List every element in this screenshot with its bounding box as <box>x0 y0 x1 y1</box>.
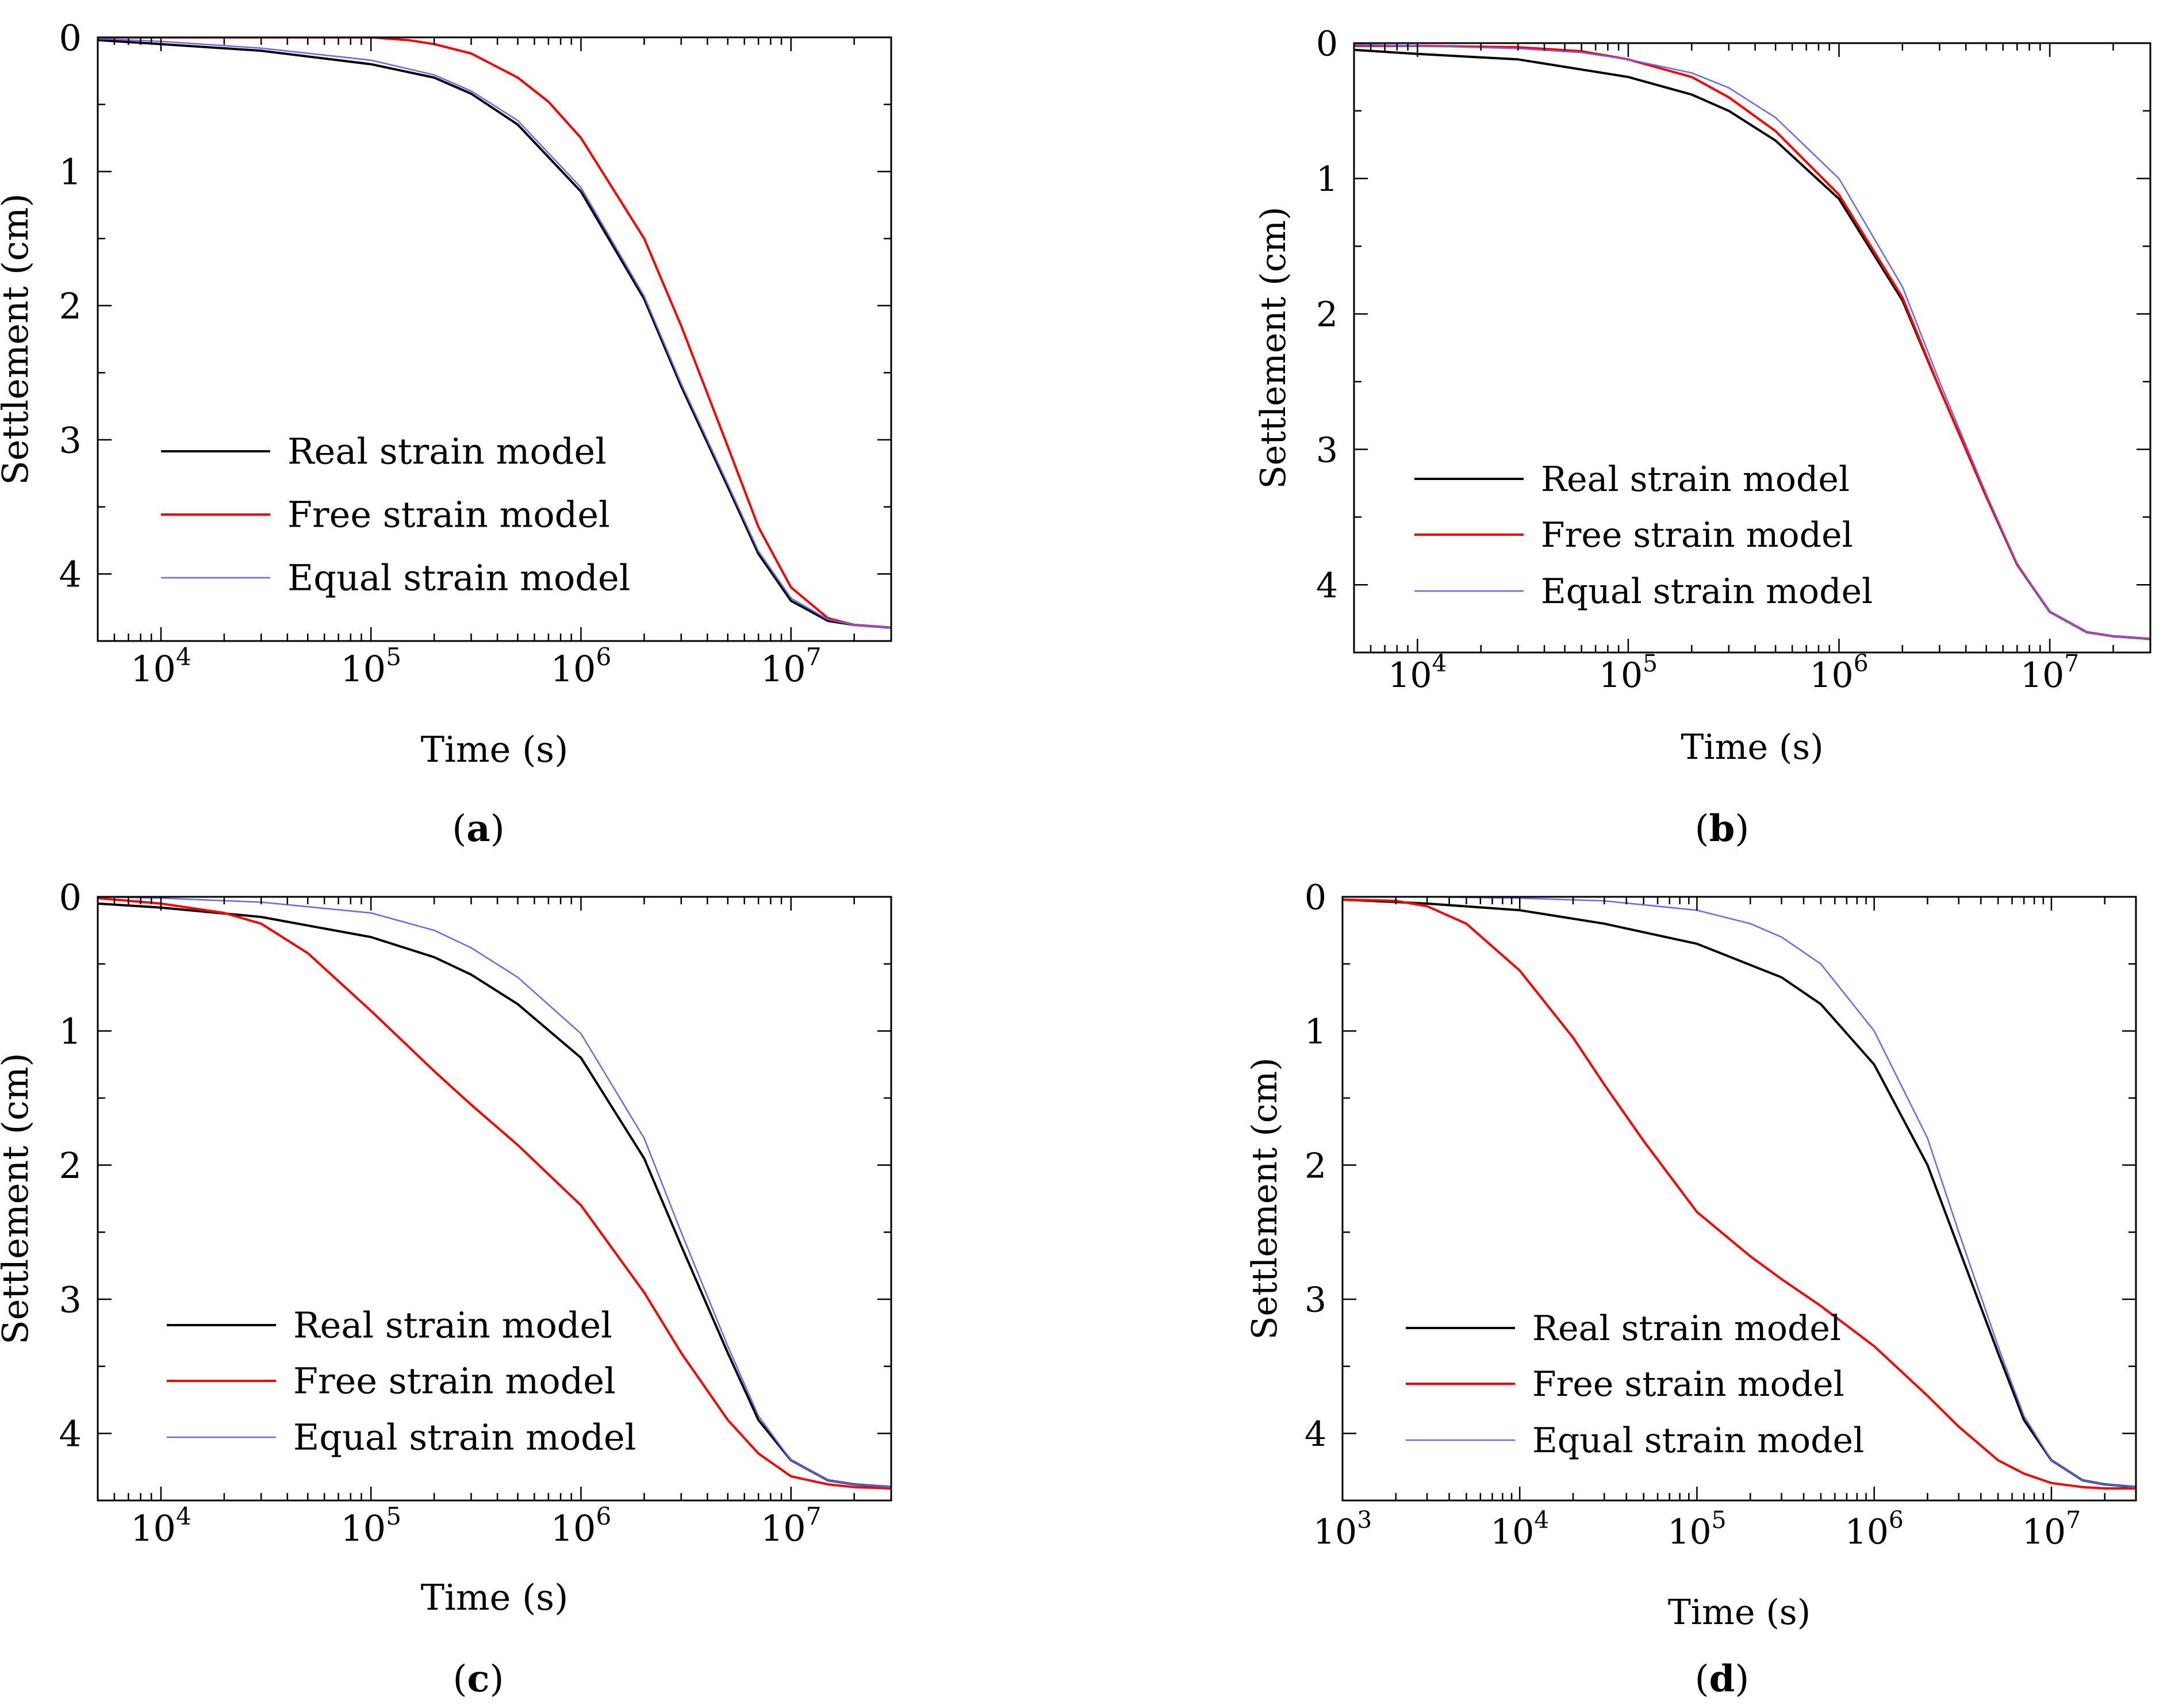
legend-label: Free strain model <box>1532 1364 1844 1404</box>
x-axis-label: Time (s) <box>421 1576 569 1618</box>
x-tick-label: 104 <box>131 1502 191 1549</box>
x-tick-label: 105 <box>340 643 401 690</box>
panel-b: (b) 104 105 106 107 0 1 2 3 4 Time (s) Settlement … <box>1253 24 2151 850</box>
x-tick-label: 103 <box>1313 1506 1372 1552</box>
y-tick-label: 4 <box>59 1413 82 1455</box>
y-tick-label: 3 <box>1316 430 1338 470</box>
plot-frame <box>1341 896 2137 1502</box>
legend-label: Equal strain model <box>1532 1421 1864 1461</box>
legend-label: Real strain model <box>1541 459 1850 500</box>
legend-label: Free strain model <box>287 494 610 536</box>
panel-d: (d) 103 104 105 106 107 0 1 2 3 4 Time (s) Settleme… <box>1245 878 2137 1701</box>
x-tick-label: 107 <box>2022 1506 2081 1552</box>
y-tick-label: 4 <box>1316 566 1338 606</box>
x-tick-label: 105 <box>1667 1506 1726 1552</box>
y-axis-label: Settlement (cm) <box>1253 206 1294 489</box>
y-tick-label: 1 <box>1316 159 1338 199</box>
x-axis-label: Time (s) <box>1668 1592 1811 1633</box>
series-line-equal-strain-model <box>98 38 891 628</box>
x-tick-label: 104 <box>131 643 191 690</box>
series-line-free-strain-model <box>98 897 891 1490</box>
panel-label-c: (c) <box>453 1657 504 1701</box>
panel-c: (c) 104 105 106 107 0 1 2 3 4 Time (s) Settlement … <box>0 876 892 1701</box>
legend-label: Equal strain model <box>293 1417 636 1458</box>
plot-frame <box>97 896 892 1502</box>
x-axis-label: Time (s) <box>421 728 569 770</box>
legend-label: Free strain model <box>1541 515 1853 555</box>
y-tick-label: 3 <box>59 1279 82 1321</box>
x-tick-label: 106 <box>1809 650 1868 696</box>
y-tick-label: 1 <box>59 151 82 193</box>
x-tick-label: 105 <box>1599 650 1658 696</box>
legend-label: Real strain model <box>287 431 607 473</box>
x-tick-label: 107 <box>761 643 822 690</box>
x-tick-label: 104 <box>1388 650 1447 696</box>
y-tick-label: 0 <box>59 17 82 59</box>
panel-label-a: (a) <box>452 807 504 850</box>
legend-label: Real strain model <box>293 1304 612 1346</box>
y-tick-label: 3 <box>59 419 82 461</box>
x-tick-label: 104 <box>1490 1506 1549 1552</box>
panel-label-d: (d) <box>1695 1657 1750 1701</box>
y-tick-label: 2 <box>1305 1146 1326 1186</box>
legend-label: Real strain model <box>1532 1308 1841 1349</box>
y-tick-label: 1 <box>59 1011 82 1053</box>
y-tick-label: 4 <box>59 554 82 596</box>
x-axis-label: Time (s) <box>1681 727 1823 767</box>
series-line-free-strain-model <box>1343 898 2136 1490</box>
x-tick-label: 107 <box>761 1502 822 1549</box>
y-axis-label: Settlement (cm) <box>0 193 36 485</box>
panel-a: (a) 104 105 106 107 0 1 2 3 4 Time (s) Settlement … <box>0 17 892 850</box>
y-tick-label: 2 <box>59 285 82 327</box>
y-tick-label: 4 <box>1305 1414 1326 1454</box>
series-line-equal-strain-model <box>1354 44 2150 640</box>
x-tick-label: 105 <box>340 1502 401 1549</box>
y-tick-label: 0 <box>59 876 82 918</box>
legend-label: Free strain model <box>293 1360 616 1402</box>
y-tick-label: 0 <box>1316 24 1338 64</box>
y-tick-label: 2 <box>1316 295 1338 335</box>
series-line-equal-strain-model <box>98 897 891 1488</box>
x-tick-label: 106 <box>551 1502 612 1549</box>
panel-label-b: (b) <box>1695 807 1750 850</box>
x-tick-label: 106 <box>551 643 612 690</box>
legend-label: Equal strain model <box>1541 571 1873 612</box>
series-line-equal-strain-model <box>1343 897 2136 1488</box>
series-line-free-strain-model <box>98 37 891 629</box>
y-tick-label: 1 <box>1305 1012 1326 1052</box>
legend-label: Equal strain model <box>287 557 631 599</box>
plot-frame <box>1353 42 2151 654</box>
y-tick-label: 0 <box>1305 878 1326 918</box>
plot-frame <box>97 36 892 642</box>
x-tick-label: 106 <box>1845 1506 1904 1552</box>
series-line-real-strain-model <box>98 39 891 629</box>
y-axis-label: Settlement (cm) <box>1245 1057 1285 1339</box>
x-tick-label: 107 <box>2020 650 2079 696</box>
y-tick-label: 2 <box>59 1145 82 1187</box>
y-axis-label: Settlement (cm) <box>0 1053 36 1344</box>
y-tick-label: 3 <box>1305 1280 1326 1321</box>
